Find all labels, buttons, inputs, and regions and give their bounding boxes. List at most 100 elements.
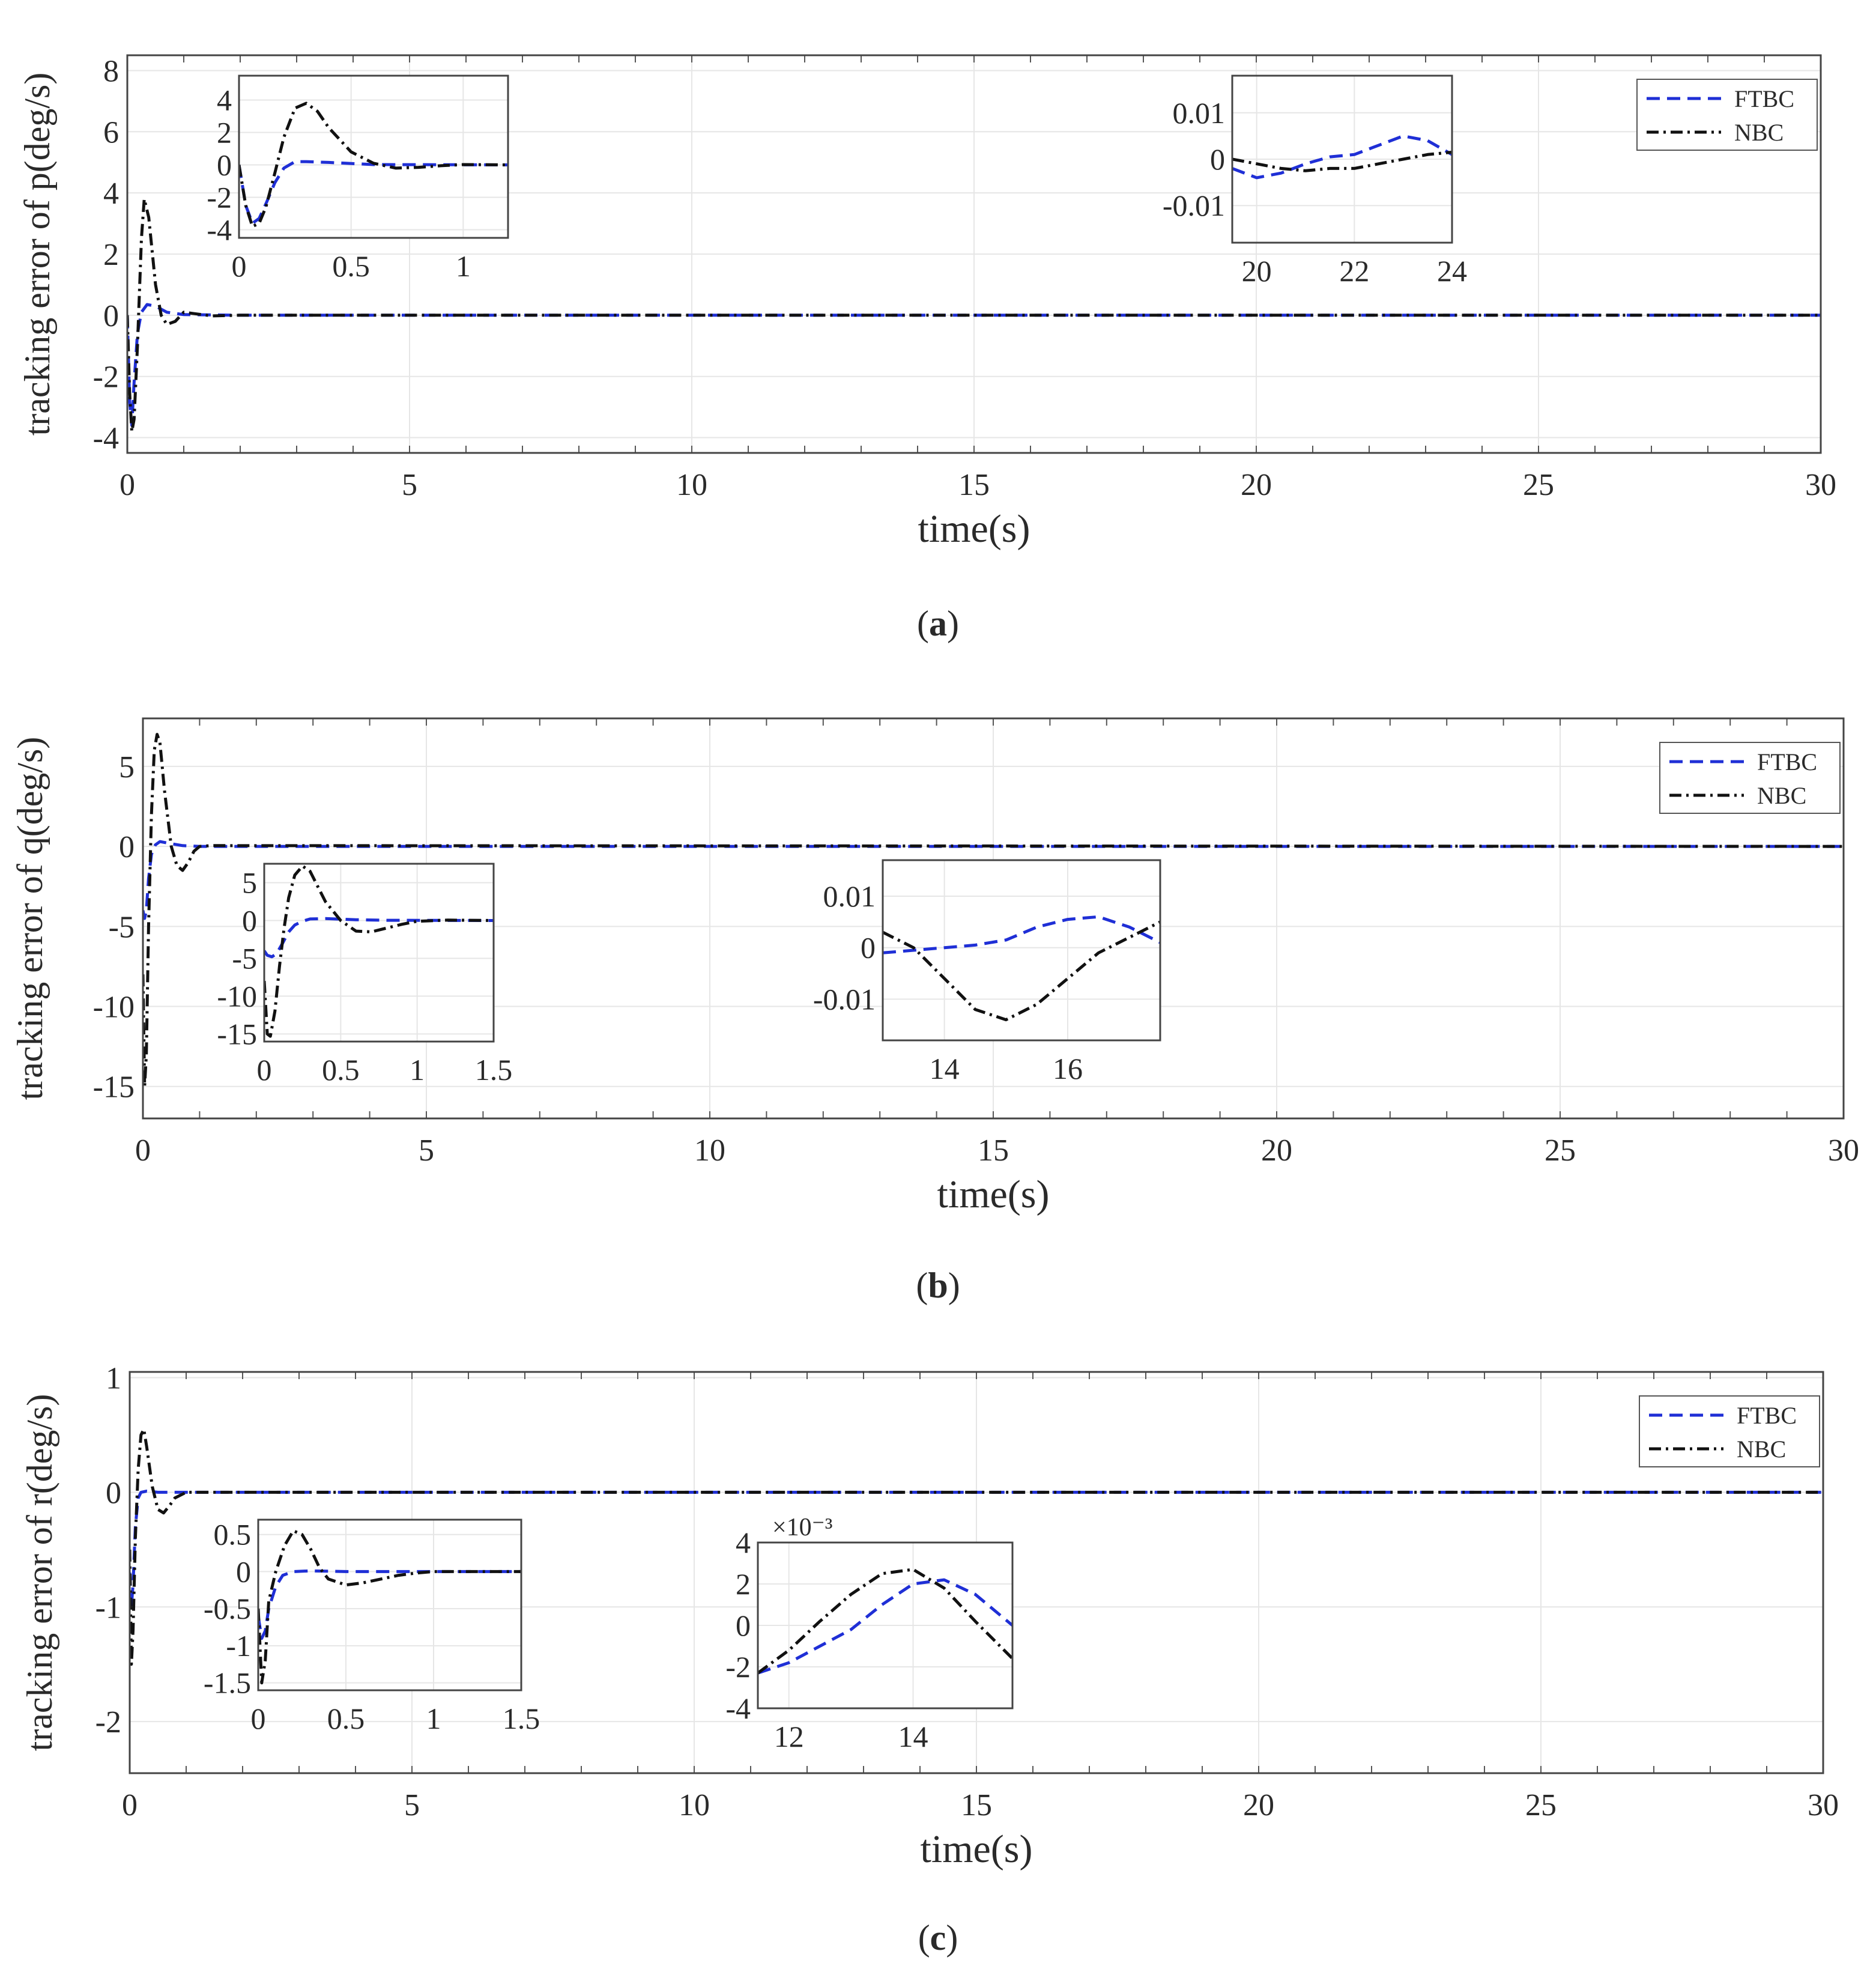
panel-c-x-tick-label: 10 (679, 1788, 710, 1822)
panel-b-inset-1-x-tick-label: 1 (410, 1053, 425, 1087)
panel-b-legend-label-ftbc: FTBC (1757, 748, 1817, 775)
panel-c-inset-2-y-tick-label: 2 (736, 1567, 751, 1601)
panel-a-legend-box (1636, 79, 1818, 151)
panel-c-inset-1-y-tick-label: 0.5 (214, 1518, 252, 1552)
panel-c-x-tick-label: 25 (1525, 1788, 1557, 1822)
panel-a-x-tick-label: 20 (1241, 468, 1272, 502)
panel-a-inset-1-x-tick-label: 0 (232, 249, 247, 283)
panel-c-inset-1: 0 0.5 1 1.5-1.5-1-0.500.5 (204, 1518, 540, 1735)
panel-c-legend-box (1639, 1395, 1820, 1467)
panel-c-legend-label-ftbc: FTBC (1737, 1402, 1797, 1429)
panel-c-legend-label-nbc: NBC (1737, 1436, 1786, 1463)
panel-c-y-tick-label: 0 (106, 1476, 121, 1510)
panel-c-y-axis-label: tracking error of r(deg/s) (20, 1394, 59, 1752)
panel-b-x-tick-label: 0 (135, 1133, 151, 1168)
panel-b-legend: FTBC NBC (1659, 742, 1841, 814)
panel-a-inset-2-y-tick-label: 0.01 (1173, 96, 1226, 130)
panel-c-inset-1-x-tick-label: 0 (251, 1702, 266, 1735)
panel-b-inset-2-y-tick-label: 0 (861, 931, 876, 965)
panel-b-inset-1-data (264, 864, 494, 1038)
panel-a-inset-2-x-tick-label: 24 (1437, 254, 1467, 288)
panel-b-y-tick-label: -10 (93, 990, 135, 1025)
panel-c-x-tick-label: 15 (961, 1788, 992, 1822)
panel-a-series-nbc-line (127, 197, 1821, 433)
panel-b-x-tick-label: 30 (1828, 1133, 1859, 1168)
panel-c-inset-1-axes-frame (257, 1518, 522, 1691)
panel-c-inset-2-y-tick-label: -2 (725, 1650, 751, 1684)
panel-c-inset-2: 12 14 -4 -2 0 2 4 ×10⁻³ (725, 1514, 1014, 1753)
panel-a-y-tick-label: 0 (103, 299, 119, 333)
panel-c-inset-1-y-tick-label: -1.5 (204, 1666, 251, 1700)
panel-c-x-tick-label: 30 (1808, 1788, 1839, 1822)
panel-c-x-tick-label: 20 (1243, 1788, 1274, 1822)
panel-c-inset-2-axes-frame (757, 1541, 1014, 1709)
panel-b-inset-2-x-tick-label: 14 (930, 1052, 960, 1085)
panel-a-inset-2-series-ftbc-line (1232, 134, 1452, 180)
panel-b-inset-1-x-tick-label: 1.5 (475, 1053, 513, 1087)
panel-c-inset-1-data (258, 1529, 521, 1685)
panel-b-inset-1-series-ftbc-line (264, 917, 494, 959)
panel-c-inset-2-x-tick-label: 14 (898, 1720, 928, 1753)
panel-c-inset-1-x-tick-label: 0.5 (327, 1702, 365, 1735)
panel-b-inset-1-y-tick-label: 5 (242, 866, 257, 899)
panel-a-data (127, 197, 1821, 433)
panel-a-inset-2-data (1232, 134, 1452, 180)
panel-c-inset-2-x-tick-label: 12 (774, 1720, 804, 1753)
panel-a-inset-1-axes-frame (238, 74, 509, 239)
panel-c-axes-frame (129, 1371, 1824, 1774)
panel-a-y-tick-label: 6 (103, 115, 119, 150)
panel-b-inset-1-plot-area (264, 864, 494, 1042)
panel-b-inset-1-y-tick-label: -5 (232, 941, 257, 975)
panel-b-data (143, 733, 1844, 1088)
panel-b-series-nbc-line (143, 733, 1844, 1088)
panel-b-inset-1-series-nbc-line (264, 864, 494, 1038)
panel-a-inset-2-y-tick-label: -0.01 (1163, 189, 1225, 222)
panel-b-inset-1-x-tick-label: 0 (257, 1053, 272, 1087)
panel-a-x-tick-label: 0 (120, 468, 135, 502)
panel-a-legend: FTBC NBC (1636, 79, 1818, 151)
panel-b-y-axis-label: tracking error of q(deg/s) (10, 737, 50, 1100)
panel-c-inset-1-x-tick-label: 1 (426, 1702, 441, 1735)
panel-c-series-ftbc-line (130, 1490, 1823, 1609)
panel-a-y-tick-label: -4 (93, 422, 119, 456)
panel-a-x-tick-label: 5 (402, 468, 417, 502)
panel-a-inset-1-y-tick-label: -4 (207, 213, 232, 247)
panel-b-inset-1: 0 0.5 1 1.5 -15 -10 -5 0 5 (217, 863, 513, 1087)
panel-c-legend: FTBC NBC (1639, 1395, 1820, 1467)
panel-b-x-tick-label: 20 (1261, 1133, 1292, 1168)
panel-c-y-tick-label: 1 (106, 1362, 121, 1396)
panel-c-caption: (c) (918, 1918, 958, 1958)
panel-a-inset-2-series-nbc-line (1232, 150, 1452, 172)
panel-a-inset-2-x-tick-label: 22 (1339, 254, 1369, 288)
panel-b-caption: (b) (916, 1266, 960, 1305)
panel-b-inset-2: 14 16 -0.01 0 0.01 (813, 859, 1161, 1085)
panel-c-inset-2-series-ftbc-line (758, 1578, 1012, 1675)
panel-a-inset-1-series-nbc-line (239, 102, 508, 228)
panel-b-legend-box (1659, 742, 1841, 814)
panel-a-axes-frame (126, 54, 1822, 454)
panel-b-x-tick-label: 25 (1545, 1133, 1576, 1168)
panel-b-axes-frame (142, 717, 1845, 1120)
panel-a-inset-2-y-tick-label: 0 (1210, 142, 1225, 176)
panel-a-x-tick-label: 25 (1523, 468, 1554, 502)
panel-b-y-tick-label: -15 (93, 1070, 135, 1105)
panel-b-x-tick-label: 5 (419, 1133, 434, 1168)
panel-c-y-tick-label: -2 (95, 1705, 121, 1740)
panel-a-y-tick-label: 4 (103, 177, 119, 211)
panel-a-inset-1-data (239, 102, 508, 228)
panel-c-x-axis-label: time(s) (921, 1827, 1033, 1871)
panel-a-inset-1-x-tick-label: 1 (456, 249, 471, 283)
panel-c-inset-2-series-nbc-line (758, 1568, 1012, 1675)
panel-b-inset-2-y-tick-label: 0.01 (823, 879, 876, 913)
panel-a-x-axis-label: time(s) (918, 507, 1030, 551)
panel-c-inset-1-plot-area (258, 1520, 521, 1690)
panel-c-inset-1-y-tick-label: -1 (226, 1629, 251, 1663)
panel-b-legend-label-nbc: NBC (1757, 782, 1806, 809)
panel-a-inset-2-x-tick-label: 20 (1242, 254, 1272, 288)
panel-c-y-tick-label: -1 (95, 1591, 121, 1625)
panel-b-inset-2-data (883, 915, 1160, 1022)
panel-a-inset-1-x-tick-label: 0.5 (332, 249, 370, 283)
